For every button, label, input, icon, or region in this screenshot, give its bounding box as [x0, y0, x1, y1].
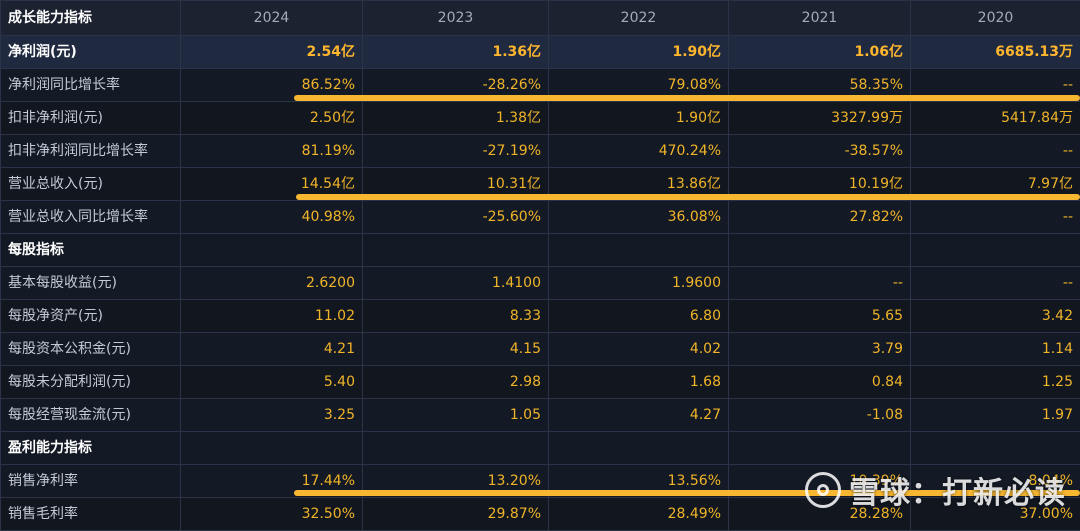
section-row: 盈利能力指标 [1, 432, 1080, 465]
section-row: 每股指标 [1, 234, 1080, 267]
row-label: 销售净利率 [1, 465, 181, 498]
value-cell: 6685.13万 [911, 36, 1080, 69]
highlight-stroke [294, 95, 1080, 101]
value-cell: -1.08 [729, 399, 911, 432]
snowball-logo-icon [805, 472, 841, 508]
value-cell [729, 234, 911, 267]
value-cell: 3.25 [181, 399, 363, 432]
row-label: 基本每股收益(元) [1, 267, 181, 300]
value-cell: 1.90亿 [549, 102, 729, 135]
value-cell: 11.02 [181, 300, 363, 333]
value-cell [729, 432, 911, 465]
row-label: 净利润(元) [1, 36, 181, 69]
section-title: 盈利能力指标 [1, 432, 181, 465]
value-cell [549, 432, 729, 465]
watermark-text: 雪球：打新必读 [849, 468, 1066, 512]
value-cell: 2.98 [363, 366, 549, 399]
year-header[interactable]: 2022 [549, 1, 729, 36]
value-cell: 81.19% [181, 135, 363, 168]
row-label: 净利润同比增长率 [1, 69, 181, 102]
value-cell: 6.80 [549, 300, 729, 333]
year-header[interactable]: 2024 [181, 1, 363, 36]
row-label: 每股资本公积金(元) [1, 333, 181, 366]
value-cell: 3.42 [911, 300, 1080, 333]
value-cell: 3.79 [729, 333, 911, 366]
value-cell [363, 234, 549, 267]
value-cell [181, 432, 363, 465]
value-cell: 1.25 [911, 366, 1080, 399]
value-cell: 4.15 [363, 333, 549, 366]
row-label: 营业总收入(元) [1, 168, 181, 201]
value-cell: 1.36亿 [363, 36, 549, 69]
row-label: 扣非净利润同比增长率 [1, 135, 181, 168]
value-cell: 32.50% [181, 498, 363, 531]
value-cell: 1.38亿 [363, 102, 549, 135]
row-label: 每股经营现金流(元) [1, 399, 181, 432]
value-cell: 2.50亿 [181, 102, 363, 135]
value-cell: 4.02 [549, 333, 729, 366]
value-cell [181, 234, 363, 267]
value-cell [549, 234, 729, 267]
value-cell: 28.49% [549, 498, 729, 531]
row-label: 扣非净利润(元) [1, 102, 181, 135]
value-cell: 4.27 [549, 399, 729, 432]
value-cell: 1.9600 [549, 267, 729, 300]
year-header[interactable]: 2021 [729, 1, 911, 36]
value-cell: 29.87% [363, 498, 549, 531]
value-cell: 3327.99万 [729, 102, 911, 135]
row-label: 营业总收入同比增长率 [1, 201, 181, 234]
value-cell: 36.08% [549, 201, 729, 234]
value-cell: 1.05 [363, 399, 549, 432]
value-cell [911, 432, 1080, 465]
value-cell [363, 432, 549, 465]
header-label: 成长能力指标 [1, 1, 181, 36]
value-cell: 27.82% [729, 201, 911, 234]
row-label: 每股未分配利润(元) [1, 366, 181, 399]
value-cell: 470.24% [549, 135, 729, 168]
value-cell: 1.68 [549, 366, 729, 399]
value-cell: 5417.84万 [911, 102, 1080, 135]
value-cell: 5.65 [729, 300, 911, 333]
value-cell: 2.54亿 [181, 36, 363, 69]
value-cell: 8.33 [363, 300, 549, 333]
value-cell: 5.40 [181, 366, 363, 399]
value-cell: -- [911, 267, 1080, 300]
value-cell: 4.21 [181, 333, 363, 366]
row-label: 销售毛利率 [1, 498, 181, 531]
year-header[interactable]: 2023 [363, 1, 549, 36]
value-cell: 1.14 [911, 333, 1080, 366]
value-cell: -25.60% [363, 201, 549, 234]
value-cell: -38.57% [729, 135, 911, 168]
value-cell: -27.19% [363, 135, 549, 168]
section-title: 每股指标 [1, 234, 181, 267]
value-cell: 1.4100 [363, 267, 549, 300]
value-cell: -- [911, 135, 1080, 168]
highlight-stroke [296, 194, 1080, 200]
value-cell [911, 234, 1080, 267]
value-cell: 1.90亿 [549, 36, 729, 69]
table-header-row: 成长能力指标 2024 2023 2022 2021 2020 [1, 1, 1080, 36]
value-cell: 40.98% [181, 201, 363, 234]
value-cell: -- [729, 267, 911, 300]
watermark: 雪球：打新必读 [805, 468, 1066, 512]
row-label: 每股净资产(元) [1, 300, 181, 333]
value-cell: 0.84 [729, 366, 911, 399]
value-cell: 2.6200 [181, 267, 363, 300]
value-cell: 1.97 [911, 399, 1080, 432]
value-cell: 1.06亿 [729, 36, 911, 69]
year-header[interactable]: 2020 [911, 1, 1080, 36]
value-cell: -- [911, 201, 1080, 234]
